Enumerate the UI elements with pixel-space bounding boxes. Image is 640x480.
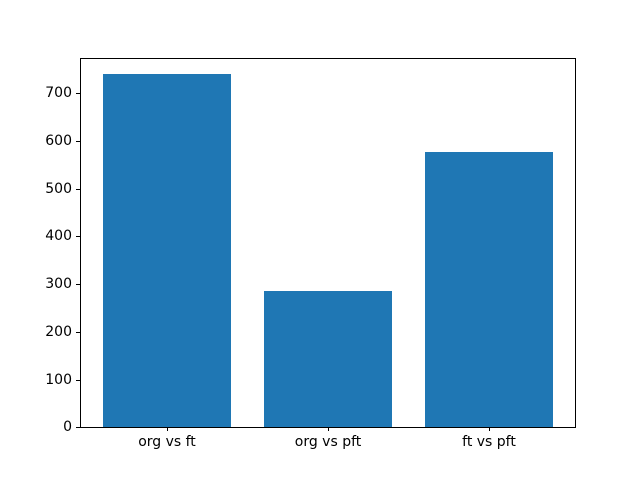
- y-tick-mark: [76, 189, 80, 190]
- y-tick-label: 100: [45, 372, 72, 388]
- y-tick-label: 0: [63, 419, 72, 435]
- x-tick-label: org vs pft: [294, 434, 362, 450]
- y-tick-mark: [76, 284, 80, 285]
- y-tick-label: 500: [45, 181, 72, 197]
- y-tick-mark: [76, 93, 80, 94]
- y-tick-mark: [76, 427, 80, 428]
- y-tick-mark: [76, 332, 80, 333]
- y-tick-label: 700: [45, 85, 72, 101]
- bar-ft-vs-pft: [425, 152, 553, 427]
- y-tick-mark: [76, 380, 80, 381]
- bar-org-vs-pft: [264, 291, 392, 427]
- x-tick-mark: [167, 427, 168, 431]
- y-tick-label: 300: [45, 276, 72, 292]
- bar-org-vs-ft: [103, 74, 231, 427]
- x-tick-label: ft vs pft: [462, 434, 516, 450]
- y-tick-label: 400: [45, 228, 72, 244]
- x-tick-label: org vs ft: [138, 434, 196, 450]
- y-tick-mark: [76, 141, 80, 142]
- x-tick-mark: [328, 427, 329, 431]
- y-tick-label: 200: [45, 324, 72, 340]
- y-tick-label: 600: [45, 133, 72, 149]
- x-tick-mark: [489, 427, 490, 431]
- y-tick-mark: [76, 236, 80, 237]
